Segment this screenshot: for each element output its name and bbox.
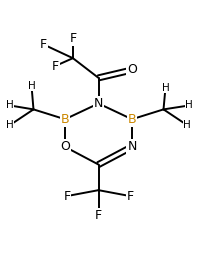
Text: F: F bbox=[52, 60, 59, 73]
Text: H: H bbox=[6, 100, 14, 110]
Text: F: F bbox=[126, 190, 134, 202]
Text: H: H bbox=[185, 100, 193, 110]
Text: N: N bbox=[94, 97, 103, 110]
Text: H: H bbox=[183, 120, 191, 130]
Text: H: H bbox=[6, 120, 14, 130]
Text: F: F bbox=[69, 32, 76, 45]
Text: B: B bbox=[61, 113, 69, 126]
Text: O: O bbox=[60, 140, 70, 153]
Text: B: B bbox=[128, 113, 136, 126]
Text: F: F bbox=[63, 190, 71, 202]
Text: F: F bbox=[95, 209, 102, 222]
Text: N: N bbox=[127, 140, 137, 153]
Text: H: H bbox=[28, 81, 35, 91]
Text: H: H bbox=[162, 83, 169, 93]
Text: O: O bbox=[127, 63, 137, 76]
Text: F: F bbox=[40, 38, 47, 51]
